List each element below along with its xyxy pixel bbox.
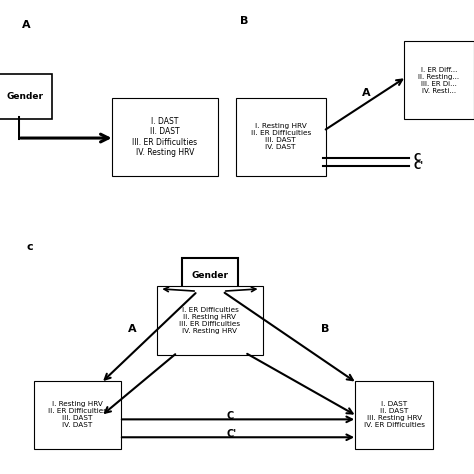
Text: I. ER Difficulties
II. Resting HRV
III. ER Difficulties
IV. Resting HRV: I. ER Difficulties II. Resting HRV III. … xyxy=(179,307,240,334)
Text: Gender: Gender xyxy=(191,272,228,281)
FancyBboxPatch shape xyxy=(355,381,433,449)
Text: I. Resting HRV
II. ER Difficulties
III. DAST
IV. DAST: I. Resting HRV II. ER Difficulties III. … xyxy=(251,123,311,150)
Text: I. DAST
II. DAST
III. ER Difficulties
IV. Resting HRV: I. DAST II. DAST III. ER Difficulties IV… xyxy=(132,117,198,157)
Text: C': C' xyxy=(413,161,423,171)
FancyBboxPatch shape xyxy=(0,74,52,119)
Text: I. ER Diff...
II. Resting...
III. ER Di...
IV. Resti...: I. ER Diff... II. Resting... III. ER Di.… xyxy=(419,67,460,94)
FancyBboxPatch shape xyxy=(404,41,474,119)
FancyBboxPatch shape xyxy=(112,98,218,176)
Text: A: A xyxy=(22,20,31,30)
Text: C: C xyxy=(227,411,234,421)
Text: C: C xyxy=(413,153,420,163)
Text: A: A xyxy=(128,324,137,334)
Text: B: B xyxy=(321,324,329,334)
Text: I. Resting HRV
II. ER Difficulties
III. DAST
IV. DAST: I. Resting HRV II. ER Difficulties III. … xyxy=(48,401,107,428)
Text: I. DAST
II. DAST
III. Resting HRV
IV. ER Difficulties: I. DAST II. DAST III. Resting HRV IV. ER… xyxy=(364,401,425,428)
FancyBboxPatch shape xyxy=(157,286,263,355)
Text: c: c xyxy=(27,242,34,252)
FancyBboxPatch shape xyxy=(34,381,121,449)
Text: B: B xyxy=(240,16,249,26)
Text: A: A xyxy=(362,88,370,98)
FancyBboxPatch shape xyxy=(236,98,326,176)
FancyBboxPatch shape xyxy=(182,258,238,293)
Text: Gender: Gender xyxy=(6,92,43,101)
Text: C': C' xyxy=(227,429,237,439)
